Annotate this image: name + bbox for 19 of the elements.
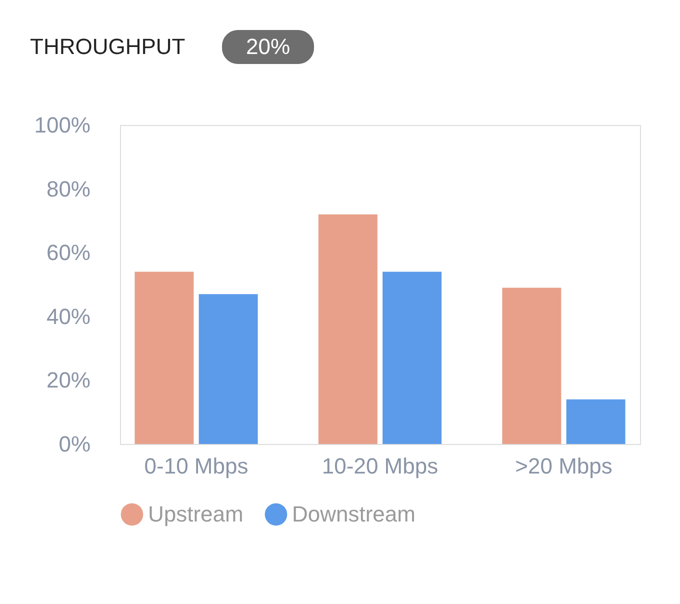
bar: [134, 272, 194, 444]
bar: [566, 399, 626, 444]
bar: [198, 294, 258, 444]
x-tick-label: >20 Mbps: [515, 454, 612, 478]
x-tick-label: 0-10 Mbps: [144, 454, 248, 478]
y-tick-label: 0%: [58, 432, 90, 456]
legend-label: Upstream: [148, 501, 244, 526]
y-tick-label: 40%: [46, 304, 90, 329]
x-tick-label: 10-20 Mbps: [322, 454, 438, 478]
chart-title: THROUGHPUT: [30, 34, 186, 59]
y-tick-label: 80%: [46, 176, 90, 202]
y-tick-label: 60%: [46, 240, 90, 266]
text: 20%: [246, 34, 290, 59]
legend-label: Downstream: [292, 501, 416, 526]
bar: [382, 272, 442, 444]
bar: [318, 214, 378, 444]
y-tick-label: 20%: [46, 368, 90, 393]
y-tick-label: 100%: [34, 112, 90, 138]
bar: [502, 288, 562, 444]
